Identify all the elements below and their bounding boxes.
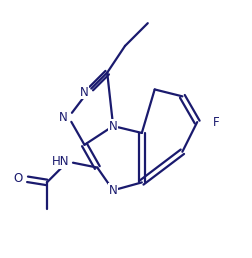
- Text: N: N: [59, 111, 68, 124]
- Text: N: N: [80, 86, 89, 99]
- Text: HN: HN: [52, 155, 70, 168]
- Text: O: O: [14, 172, 23, 185]
- Text: F: F: [213, 116, 220, 128]
- Text: N: N: [109, 119, 117, 133]
- Text: N: N: [109, 184, 117, 197]
